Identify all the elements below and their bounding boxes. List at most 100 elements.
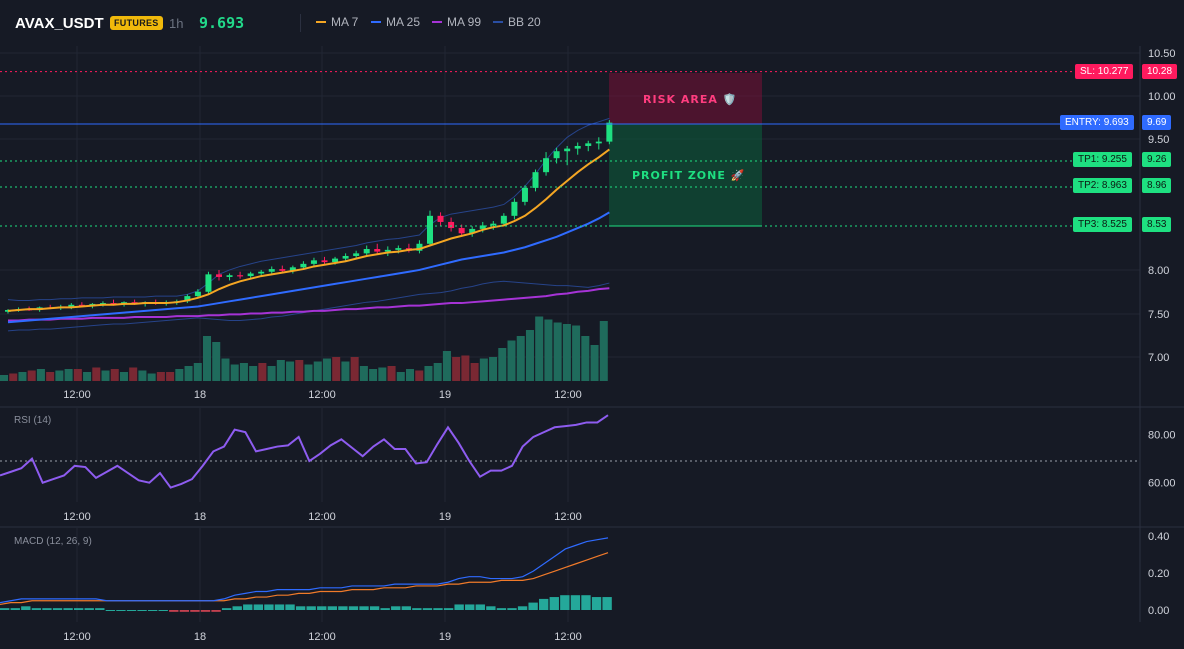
macd-histogram-bar xyxy=(327,606,338,610)
legend-bb20-label: BB 20 xyxy=(508,15,541,29)
volume-bar xyxy=(64,369,73,381)
volume-bar xyxy=(36,369,45,381)
volume-bar xyxy=(138,370,147,381)
macd-histogram-bar xyxy=(517,606,528,610)
candle-body xyxy=(490,223,497,226)
rsi-title: RSI (14) xyxy=(14,415,52,426)
macd-histogram-bar xyxy=(0,608,10,610)
price-tick-label: 7.50 xyxy=(1148,309,1169,321)
legend-ma25[interactable]: MA 25 xyxy=(371,15,420,29)
volume-bar xyxy=(322,358,331,381)
price-tick-label: 8.00 xyxy=(1148,265,1169,277)
macd-histogram-bar xyxy=(539,598,549,610)
sl-level-label[interactable]: SL: 10.277 xyxy=(1075,64,1134,79)
candle-body xyxy=(448,221,455,229)
rsi-tick-label: 60.00 xyxy=(1148,478,1176,490)
candle-body xyxy=(532,172,539,188)
candle-body xyxy=(258,271,265,274)
macd-histogram-bar xyxy=(31,608,42,610)
macd-histogram-bar xyxy=(475,604,485,610)
macd-histogram-bar xyxy=(412,608,422,610)
profit-zone-label: PROFIT ZONE 🚀 xyxy=(632,169,746,182)
candle-body xyxy=(395,248,402,250)
entry-level-label[interactable]: ENTRY: 9.693 xyxy=(1060,115,1134,130)
macd-histogram-bar xyxy=(369,606,380,610)
time-tick-label: 12:00 xyxy=(308,511,336,523)
candle-body xyxy=(521,187,528,202)
macd-histogram-bar xyxy=(147,610,158,611)
futures-badge: FUTURES xyxy=(110,16,163,30)
volume-bar xyxy=(424,366,433,381)
volume-bar xyxy=(461,355,470,381)
macd-histogram-bar xyxy=(253,604,264,610)
volume-bar xyxy=(156,372,165,381)
last-price: 9.693 xyxy=(199,14,245,32)
tp2-level-label[interactable]: TP2: 8.963 xyxy=(1073,178,1132,193)
macd-line xyxy=(0,537,609,604)
legend-ma99[interactable]: MA 99 xyxy=(432,15,481,29)
volume-bar xyxy=(359,366,368,381)
time-tick-label: 19 xyxy=(439,389,451,401)
candle-body xyxy=(110,303,117,305)
tp3-price-value: 8.53 xyxy=(1147,219,1167,230)
candle-body xyxy=(226,275,233,277)
candle-body xyxy=(416,243,423,251)
bb-upper-line xyxy=(7,117,610,301)
candle-body xyxy=(268,269,275,272)
legend-ma25-label: MA 25 xyxy=(386,15,421,29)
volume-bar xyxy=(83,372,92,381)
time-tick-label: 12:00 xyxy=(308,631,336,643)
time-tick-label: 12:00 xyxy=(554,389,582,401)
candle-body xyxy=(469,228,476,234)
entry-label-text: ENTRY: 9.693 xyxy=(1065,117,1129,128)
candle-body xyxy=(332,258,339,263)
symbol-title[interactable]: AVAX_USDT xyxy=(15,15,104,32)
header-divider xyxy=(300,14,301,32)
time-tick-label: 12:00 xyxy=(554,631,582,643)
macd-histogram-bar xyxy=(380,608,390,610)
risk-area-box xyxy=(609,73,762,124)
candle-body xyxy=(543,158,550,173)
risk-area-label: RISK AREA 🛡️ xyxy=(643,93,738,106)
ma7-line xyxy=(7,148,610,312)
macd-histogram-bar xyxy=(581,595,591,610)
tp3-level-label[interactable]: TP3: 8.525 xyxy=(1073,217,1132,232)
macd-title: MACD (12, 26, 9) xyxy=(14,536,92,547)
timeframe-label[interactable]: 1h xyxy=(169,16,184,31)
volume-bar xyxy=(415,370,424,381)
legend-ma7[interactable]: MA 7 xyxy=(316,15,358,29)
macd-histogram-bar xyxy=(507,608,517,610)
volume-bar xyxy=(119,372,128,381)
tp1-level-label[interactable]: TP1: 9.255 xyxy=(1073,152,1132,167)
volume-bar xyxy=(267,366,276,381)
legend-bb20[interactable]: BB 20 xyxy=(493,15,541,29)
macd-histogram-bar xyxy=(137,610,147,611)
candle-body xyxy=(595,141,602,144)
candle-body xyxy=(68,304,75,307)
macd-tick-label: 0.00 xyxy=(1148,605,1169,617)
ma99-line xyxy=(8,287,610,322)
volume-bar xyxy=(406,369,415,381)
candle-body xyxy=(342,255,349,259)
macd-histogram-bar xyxy=(549,597,559,610)
volume-bar xyxy=(562,324,571,381)
time-tick-label: 12:00 xyxy=(63,511,91,523)
macd-histogram-bar xyxy=(211,610,221,612)
macd-histogram-bar xyxy=(95,608,105,610)
volume-bar xyxy=(295,360,304,381)
volume-bar xyxy=(369,369,378,381)
candle-body xyxy=(585,143,592,146)
volume-bar xyxy=(110,369,119,381)
macd-histogram-bar xyxy=(496,608,507,610)
macd-histogram-bar xyxy=(116,610,126,611)
ma25-swatch-icon xyxy=(371,21,381,23)
macd-histogram-bar xyxy=(21,606,31,610)
volume-bar xyxy=(55,370,64,381)
time-tick-label: 19 xyxy=(439,631,451,643)
candle-body xyxy=(500,215,507,224)
grid-lines xyxy=(0,46,1184,622)
time-tick-label: 18 xyxy=(194,631,206,643)
candle-body xyxy=(353,253,360,256)
volume-bar xyxy=(9,373,18,381)
